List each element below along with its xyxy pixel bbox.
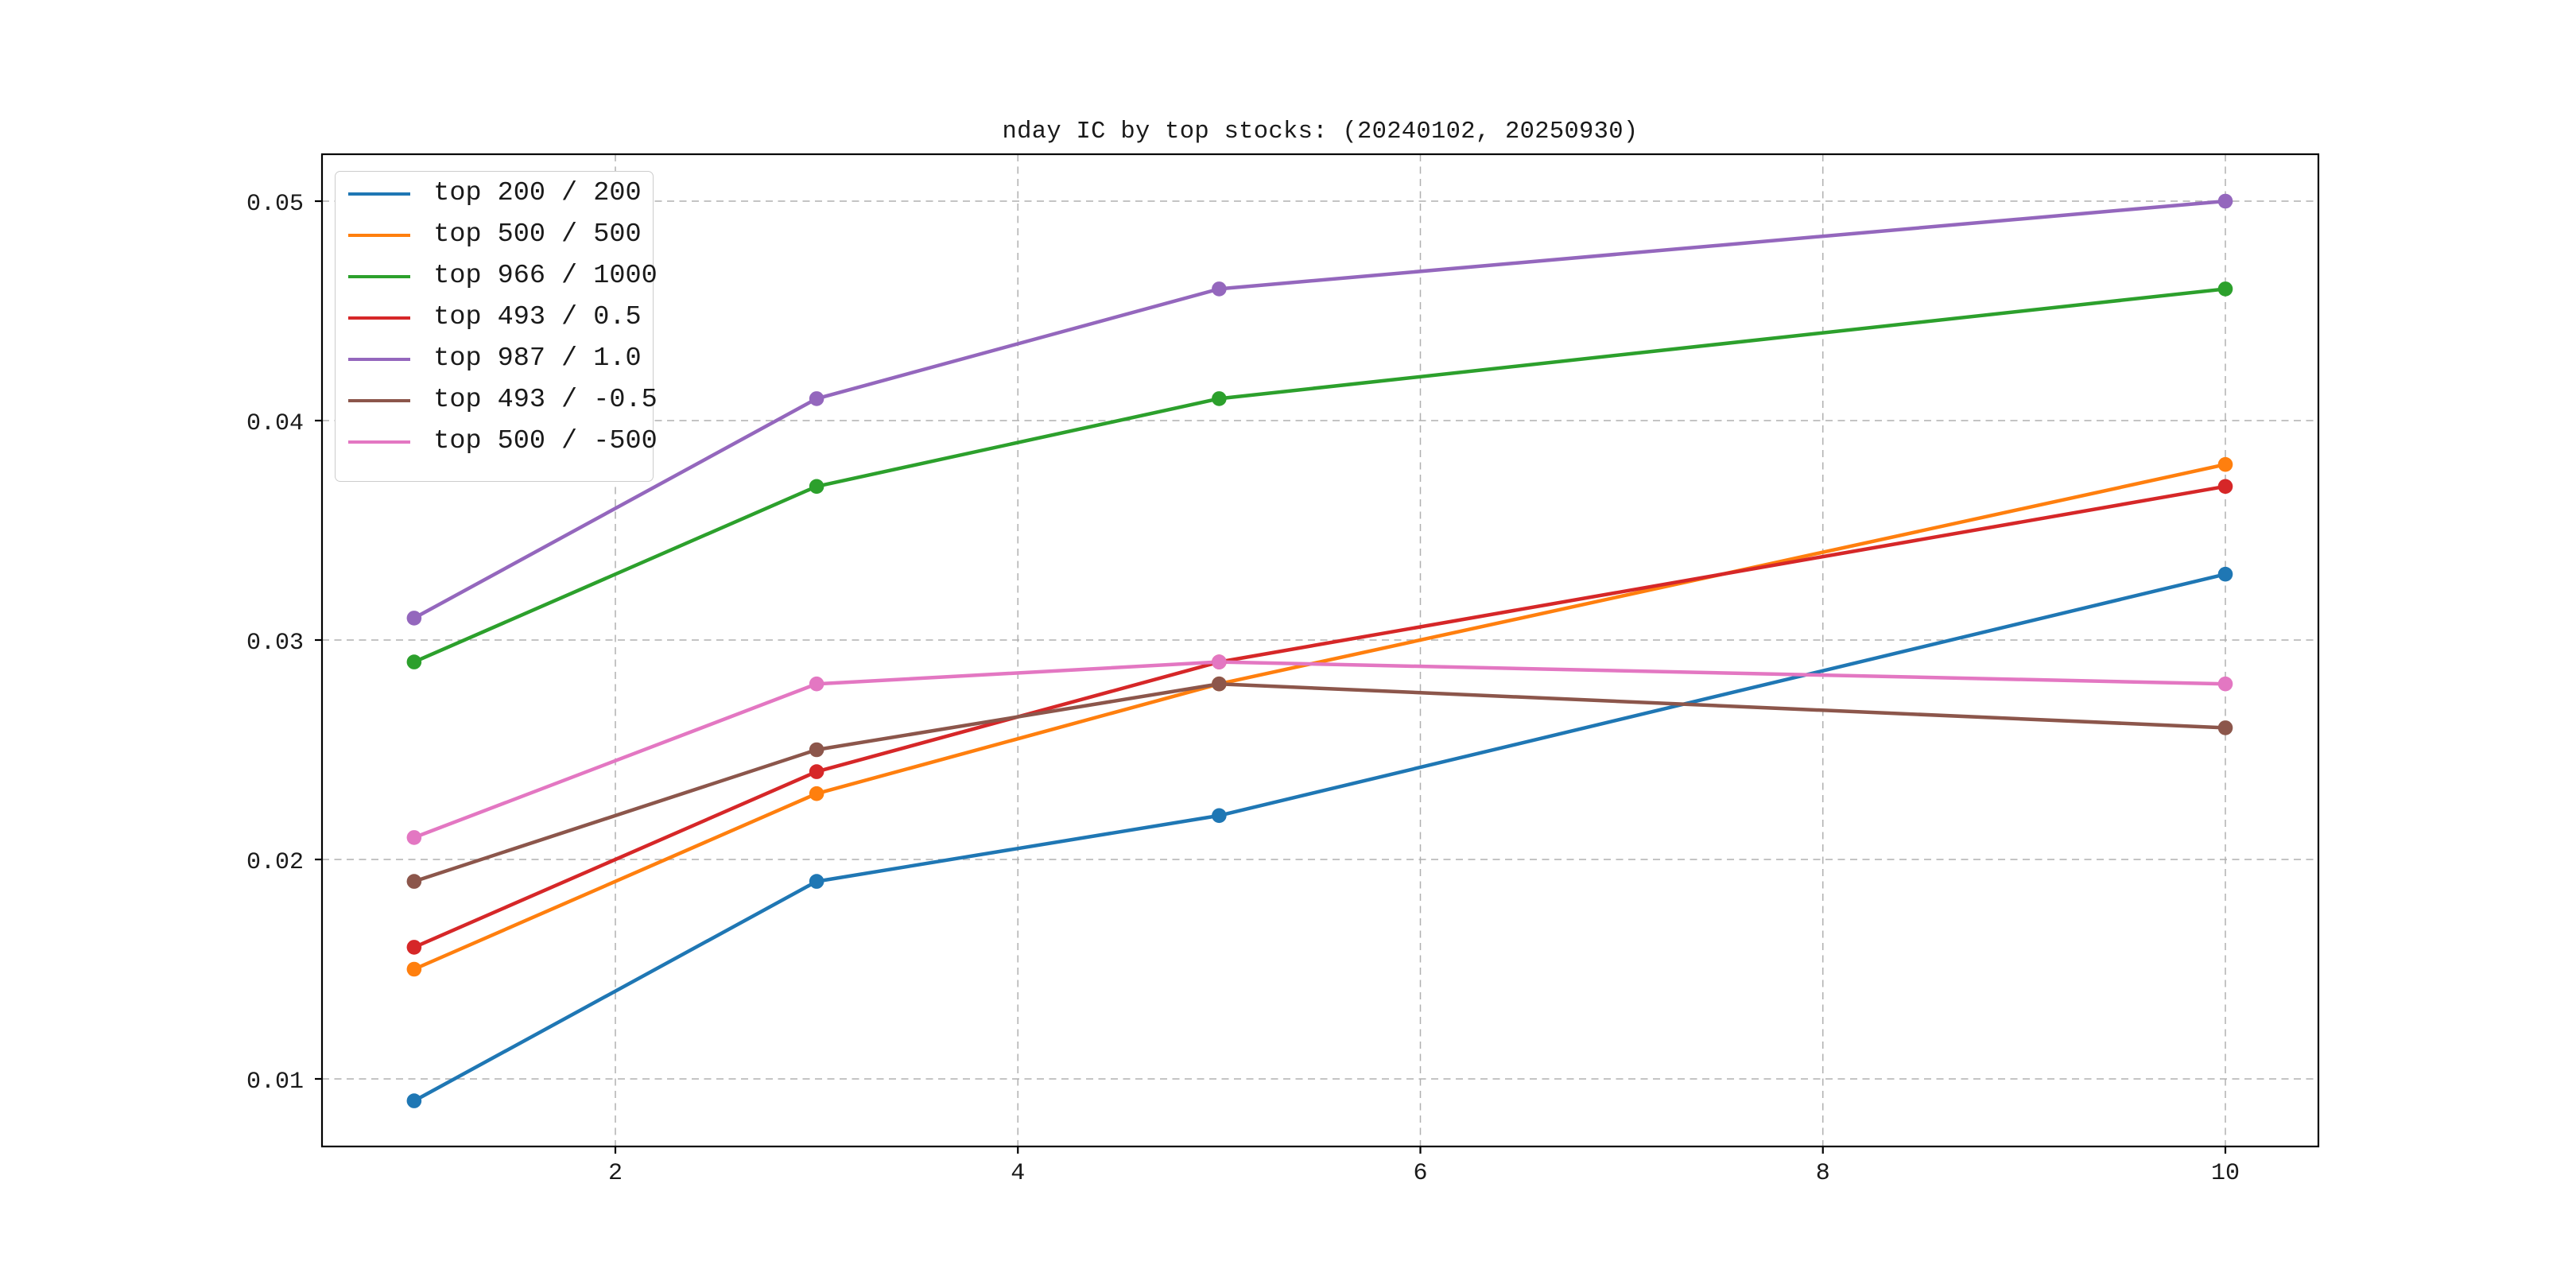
svg-text:0.04: 0.04 xyxy=(246,410,304,437)
svg-text:0.02: 0.02 xyxy=(246,849,304,876)
svg-text:0.01: 0.01 xyxy=(246,1069,304,1096)
svg-text:8: 8 xyxy=(1816,1160,1830,1187)
svg-text:0.05: 0.05 xyxy=(246,191,304,218)
svg-text:0.03: 0.03 xyxy=(246,630,304,657)
svg-text:10: 10 xyxy=(2211,1160,2240,1187)
svg-text:2: 2 xyxy=(608,1160,623,1187)
svg-text:4: 4 xyxy=(1011,1160,1025,1187)
svg-text:6: 6 xyxy=(1413,1160,1427,1187)
